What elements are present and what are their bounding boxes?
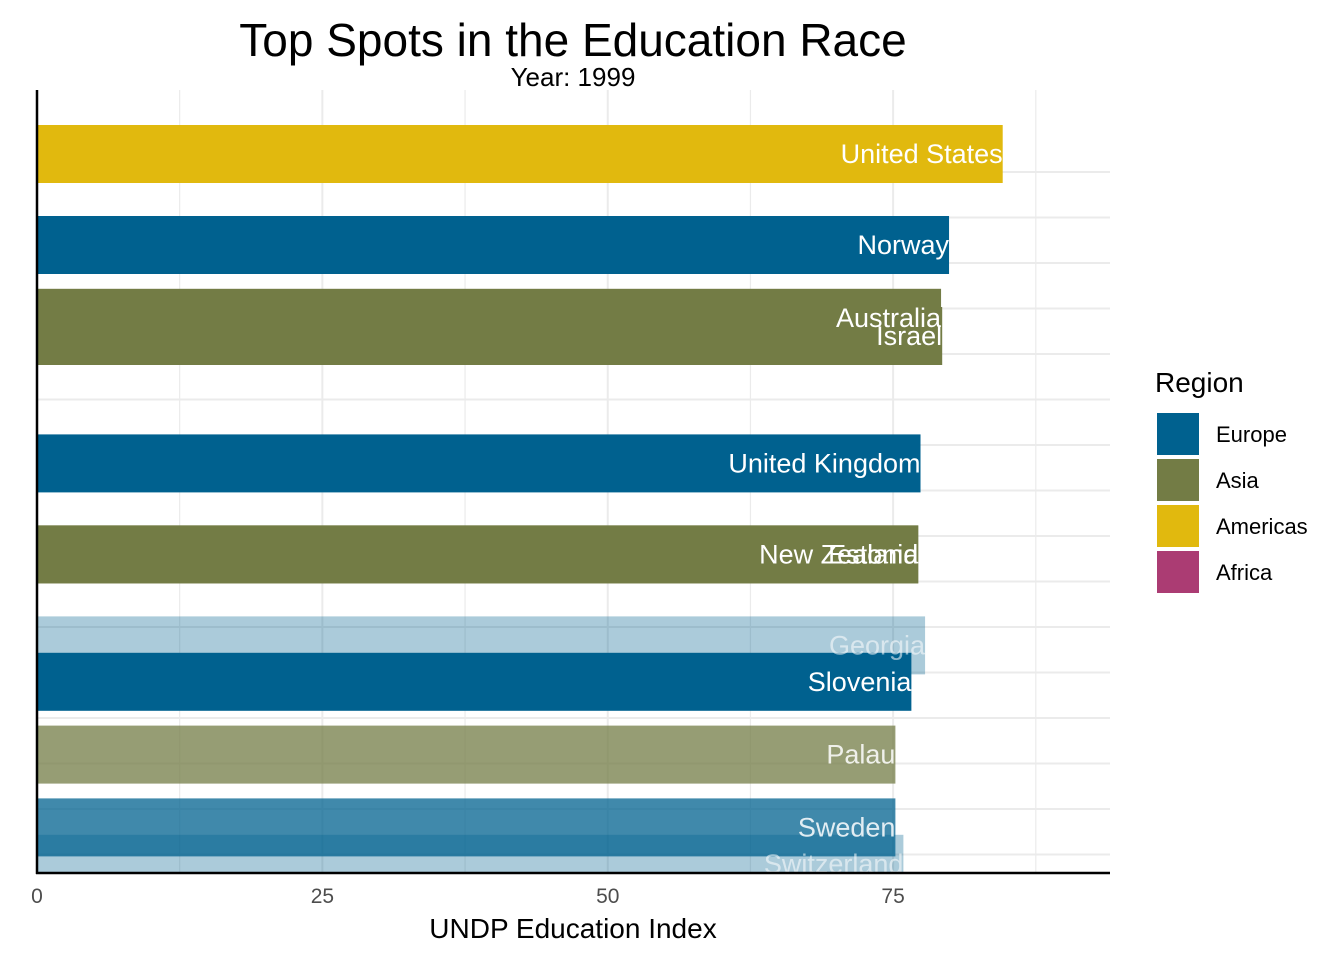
bar-label: Sweden [798, 812, 896, 842]
bars [37, 125, 1003, 873]
bar-sweden [37, 798, 896, 857]
legend-label-americas: Americas [1216, 514, 1308, 539]
legend-label-asia: Asia [1216, 468, 1260, 493]
x-tick-label: 25 [311, 885, 334, 908]
chart-title: Top Spots in the Education Race [239, 14, 906, 66]
legend-swatch-americas [1157, 505, 1199, 547]
legend-label-europe: Europe [1216, 422, 1287, 447]
x-tick-label: 0 [31, 885, 43, 908]
bar-israel [37, 307, 943, 365]
bar-label: Slovenia [808, 667, 913, 697]
legend-title: Region [1155, 367, 1244, 398]
bar-norway [37, 216, 950, 274]
bar-label: United States [841, 139, 1003, 169]
bar-label: United Kingdom [728, 448, 920, 478]
bar-label: Switzerland [764, 849, 904, 879]
bar-label: Norway [858, 230, 950, 260]
legend-label-africa: Africa [1216, 560, 1273, 585]
bar-united-kingdom [37, 434, 921, 493]
x-tick-labels: 0 25 50 75 [31, 885, 905, 908]
bar-slovenia [37, 652, 912, 711]
x-tick-label: 75 [881, 885, 904, 908]
bar-label: New Zealand [759, 539, 918, 569]
bar-label: Estonia [828, 539, 919, 569]
bar-palau [37, 725, 896, 784]
bar-label: Palau [826, 740, 895, 770]
x-tick-label: 50 [596, 885, 619, 908]
bar-label: Australia [836, 303, 942, 333]
bar-estonia [37, 525, 919, 584]
legend-swatch-asia [1157, 459, 1199, 501]
bar-united-states [37, 125, 1003, 183]
bar-label: Georgia [829, 630, 926, 660]
x-axis-label: UNDP Education Index [429, 913, 716, 944]
chart-subtitle: Year: 1999 [511, 62, 636, 92]
bar-label: Israel [876, 321, 942, 351]
legend-swatch-europe [1157, 413, 1199, 455]
legend: Region Europe Asia Americas Africa [1155, 367, 1308, 593]
legend-swatch-africa [1157, 551, 1199, 593]
